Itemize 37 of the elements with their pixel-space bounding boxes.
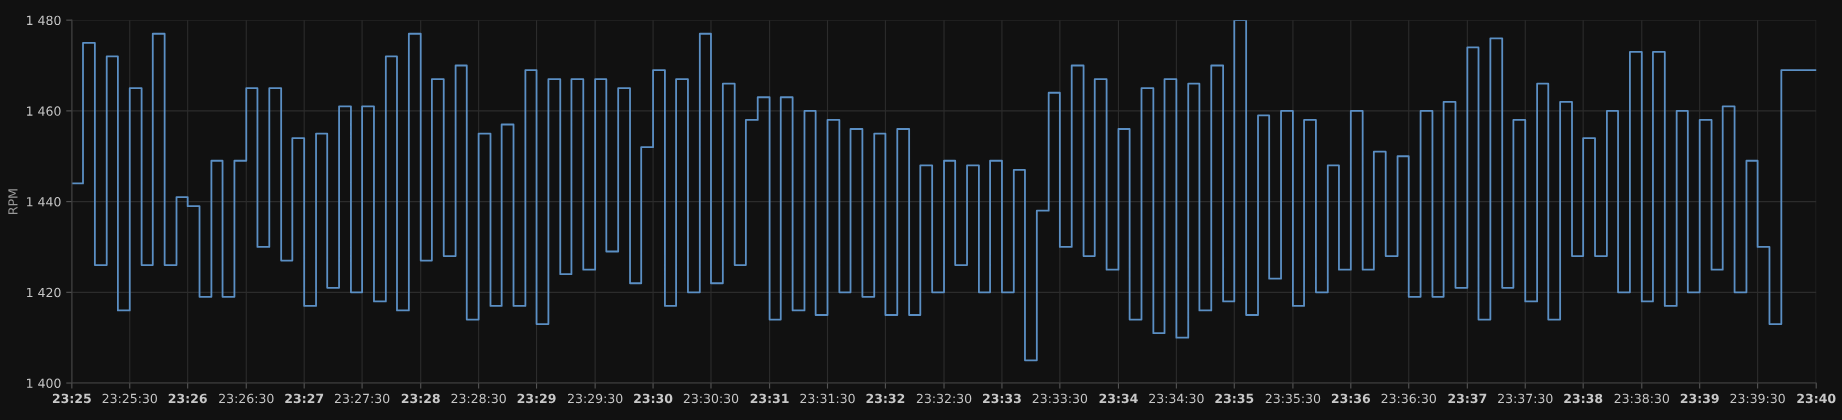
x-tick-label: 23:39: [1680, 393, 1719, 404]
x-tick-label: 23:31: [750, 393, 789, 404]
y-tick-label: 1 440: [27, 197, 61, 207]
y-tick-label: 1 400: [27, 378, 61, 388]
x-tick-label: 23:33: [983, 393, 1021, 404]
x-tick-label: 23:32:30: [916, 393, 972, 404]
x-tick-label: 23:30:30: [683, 393, 739, 404]
x-tick-label: 23:26: [168, 393, 207, 404]
x-tick-label: 23:29:30: [568, 393, 623, 404]
x-tick-label: 23:36: [1331, 393, 1371, 404]
x-tick-label: 23:27:30: [334, 393, 390, 404]
x-tick-label: 23:29: [517, 393, 556, 404]
x-tick-label: 23:32: [866, 393, 905, 404]
x-tick-label: 23:37:30: [1498, 393, 1553, 404]
y-tick-label: 1 480: [27, 15, 61, 26]
x-tick-label: 23:31:30: [800, 393, 855, 404]
x-tick-label: 23:28:30: [451, 393, 506, 404]
x-tick-label: 23:25: [52, 393, 91, 404]
x-tick-label: 23:34:30: [1149, 393, 1204, 404]
x-tick-label: 23:36:30: [1381, 393, 1436, 404]
x-tick-label: 23:38: [1564, 393, 1603, 404]
x-tick-label: 23:28: [401, 393, 440, 404]
y-tick-label: 1 420: [27, 287, 61, 298]
x-tick-label: 23:30: [634, 393, 673, 404]
x-tick-label: 23:37: [1448, 393, 1487, 404]
x-tick-label: 23:27: [285, 393, 324, 404]
x-tick-label: 23:34: [1099, 393, 1138, 404]
x-tick-label: 23:33:30: [1032, 393, 1088, 404]
y-tick-label: 1 460: [27, 106, 61, 116]
y-axis-title: RPM: [8, 189, 18, 214]
x-tick-label: 23:25:30: [102, 393, 157, 404]
x-tick-label: 23:40: [1797, 393, 1836, 404]
x-tick-label: 23:35:30: [1265, 393, 1321, 404]
x-tick-label: 23:35: [1215, 393, 1254, 404]
x-tick-label: 23:26:30: [219, 393, 274, 404]
x-tick-label: 23:39:30: [1730, 393, 1785, 404]
x-tick-label: 23:38:30: [1614, 393, 1670, 404]
